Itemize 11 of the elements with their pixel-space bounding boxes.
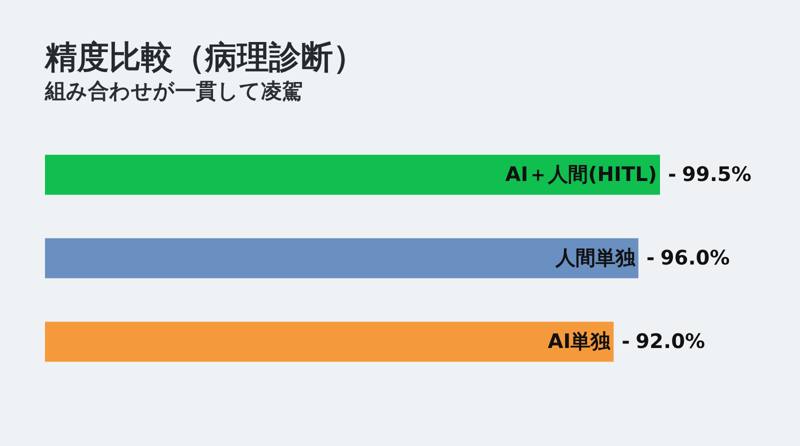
annotation: - xyxy=(622,328,630,353)
annotation: - xyxy=(668,162,676,186)
y-tick-label: AI単独 xyxy=(548,328,612,353)
annotation: - xyxy=(646,245,655,270)
chart-title: 精度比較（病理診断） xyxy=(44,38,365,76)
data-label: 92.0% xyxy=(636,328,706,353)
data-label: 96.0% xyxy=(660,245,730,270)
y-tick-label: AI＋人間(HITL) xyxy=(505,162,657,186)
chart-subtitle: 組み合わせが一貫して凌駕 xyxy=(44,79,303,103)
data-label: 99.5% xyxy=(682,162,752,186)
y-tick-label: 人間単独 xyxy=(554,245,636,270)
